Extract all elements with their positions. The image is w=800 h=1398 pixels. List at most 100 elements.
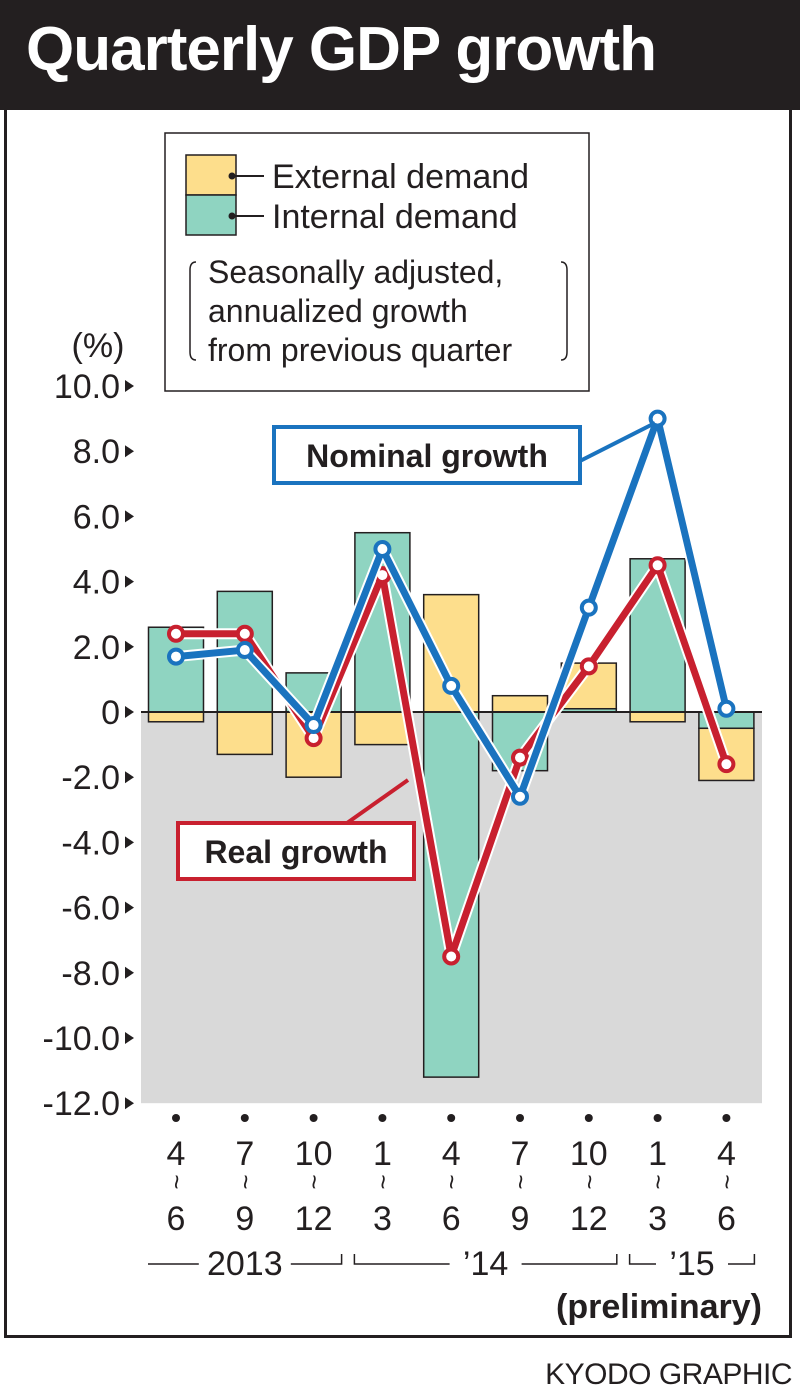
y-tick-arrow-9 — [125, 966, 134, 979]
x-label-tilde-4: ~ — [437, 1174, 467, 1189]
x-label-tilde-8: ~ — [712, 1174, 742, 1189]
bar-internal-4 — [422, 711, 480, 1078]
nominal-point-3 — [373, 540, 392, 558]
nominal-callout-box — [272, 425, 582, 485]
real-point-0 — [167, 624, 185, 643]
y-tick-label-6: -2.0 — [61, 759, 120, 797]
y-tick-arrow-10 — [125, 1032, 134, 1044]
x-label-tilde-6: ~ — [575, 1174, 605, 1189]
y-tick-label-2: 6.0 — [73, 498, 120, 536]
chart-title: Quarterly GDP growth — [26, 15, 657, 84]
x-label-end-7: 3 — [648, 1200, 667, 1238]
x-label-end-3: 3 — [373, 1200, 392, 1238]
x-label-start-6: 10 — [570, 1135, 608, 1173]
x-tick-dot-2 — [309, 1114, 318, 1122]
note-bracket-right — [560, 261, 568, 361]
nominal-callout: Nominal growth — [272, 421, 656, 485]
x-tick-dot-6 — [584, 1114, 593, 1122]
real-point-1 — [235, 624, 254, 643]
bar-external-5 — [491, 694, 549, 713]
chart-frame — [4, 110, 792, 1338]
x-label-start-7: 1 — [648, 1135, 667, 1173]
y-tick-arrow-4 — [125, 640, 134, 653]
nominal-point-4 — [442, 676, 461, 695]
nominal-callout-label: Nominal growth — [306, 438, 548, 474]
y-tick-label-8: -6.0 — [61, 890, 120, 928]
nominal-point-5 — [511, 787, 529, 806]
real-point-8 — [717, 755, 736, 774]
x-tick-dot-4 — [447, 1114, 456, 1122]
y-tick-label-0: 10.0 — [54, 368, 120, 406]
nominal-point-6 — [579, 598, 598, 617]
y-tick-arrow-1 — [125, 445, 134, 458]
nominal-point-8 — [717, 699, 736, 718]
bar-external-3 — [354, 711, 411, 746]
legend-internal-dot — [228, 212, 236, 220]
real-callout-box — [176, 821, 416, 881]
bar-external-0 — [147, 711, 205, 723]
y-tick-label-4: 2.0 — [73, 629, 120, 667]
legend-note-line-1: Seasonally adjusted, — [208, 254, 503, 290]
x-label-start-8: 4 — [717, 1135, 736, 1173]
x-label-start-3: 1 — [373, 1135, 392, 1173]
real-callout-leader — [338, 778, 410, 830]
x-tick-dot-8 — [722, 1114, 731, 1122]
note-bracket-left — [189, 261, 197, 361]
legend-note-line-3: from previous quarter — [208, 332, 512, 368]
real-point-4 — [442, 947, 461, 966]
legend-internal-label: Internal demand — [272, 198, 518, 236]
bar-external-1 — [216, 711, 274, 756]
y-tick-arrow-2 — [125, 510, 134, 523]
real-point-6 — [579, 657, 598, 676]
y-tick-label-5: 0 — [101, 694, 120, 732]
x-label-tilde-1: ~ — [231, 1174, 261, 1189]
x-label-tilde-0: ~ — [162, 1174, 192, 1189]
nominal-point-1 — [235, 641, 254, 660]
y-tick-arrow-3 — [125, 575, 134, 588]
x-label-end-5: 9 — [511, 1200, 530, 1238]
y-tick-arrow-0 — [125, 380, 134, 392]
x-label-end-1: 9 — [235, 1200, 254, 1238]
y-tick-arrow-5 — [125, 706, 134, 718]
preliminary-note: (preliminary) — [556, 1288, 762, 1326]
year-bracket-left-1 — [353, 1254, 450, 1265]
x-label-end-8: 6 — [717, 1200, 736, 1238]
bar-external-7 — [629, 711, 686, 723]
x-label-start-4: 4 — [442, 1135, 461, 1173]
y-tick-arrow-8 — [125, 901, 134, 914]
year-label-2: ’15 — [669, 1245, 714, 1283]
y-tick-arrow-6 — [125, 771, 134, 784]
x-label-start-0: 4 — [167, 1135, 186, 1173]
nominal-point-0 — [167, 647, 185, 666]
y-tick-label-9: -8.0 — [61, 955, 120, 993]
x-tick-dot-7 — [653, 1114, 662, 1122]
x-label-tilde-7: ~ — [644, 1174, 674, 1189]
nominal-callout-leader — [577, 421, 656, 464]
legend: External demand Internal demand Seasonal… — [164, 132, 590, 392]
year-bracket-right-1 — [521, 1254, 618, 1265]
x-label-start-5: 7 — [511, 1135, 530, 1173]
x-label-end-0: 6 — [167, 1200, 186, 1238]
year-bracket-right-0 — [290, 1254, 343, 1265]
real-point-5 — [511, 748, 529, 767]
x-tick-dot-0 — [172, 1114, 180, 1122]
x-label-end-6: 12 — [570, 1200, 608, 1238]
year-bracket-right-2 — [728, 1254, 756, 1265]
x-tick-dot-5 — [516, 1114, 524, 1122]
y-axis-unit: (%) — [72, 327, 125, 365]
legend-note-line-2: annualized growth — [208, 293, 468, 329]
x-tick-dot-1 — [240, 1114, 249, 1122]
legend-external-label: External demand — [272, 158, 529, 196]
title-bar: Quarterly GDP growth — [0, 0, 800, 110]
year-label-1: ’14 — [463, 1245, 508, 1283]
x-tick-dot-3 — [378, 1114, 387, 1122]
y-tick-label-3: 4.0 — [73, 564, 120, 602]
real-callout-label: Real growth — [204, 834, 387, 870]
y-tick-label-10: -10.0 — [43, 1020, 121, 1058]
real-point-7 — [648, 556, 667, 575]
year-bracket-left-2 — [628, 1254, 656, 1265]
legend-internal-swatch — [185, 194, 237, 236]
nominal-point-2 — [304, 716, 323, 735]
y-tick-label-7: -4.0 — [61, 824, 120, 862]
